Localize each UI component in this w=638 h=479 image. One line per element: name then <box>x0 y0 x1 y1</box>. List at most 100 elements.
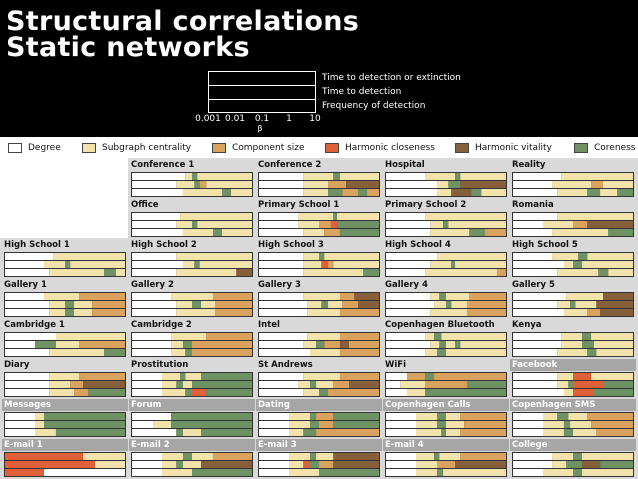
heatmap-cell <box>194 261 200 268</box>
network-title: Cambridge 2 <box>131 320 192 330</box>
network-panel: Gallery 3 <box>258 280 380 317</box>
heatmap-cell <box>578 253 588 260</box>
heatmap-cell <box>74 309 93 316</box>
heatmap-cell <box>342 301 359 308</box>
heatmap-cell <box>339 229 379 236</box>
heatmap-cell <box>44 293 80 300</box>
heatmap-cell <box>324 341 340 348</box>
network-title: Facebook <box>512 360 558 370</box>
network-title: Primary School 2 <box>385 200 467 210</box>
heatmap-cell <box>573 429 597 436</box>
heatmap-cell <box>386 381 401 388</box>
heatmap-cell <box>79 373 125 380</box>
heatmap-cell <box>416 469 437 476</box>
network-title: Office <box>131 200 159 210</box>
heatmap-cell <box>303 429 317 436</box>
network-heatmap <box>131 332 253 357</box>
heatmap-cell <box>171 293 213 300</box>
heatmap-cell <box>303 253 319 260</box>
legend-label: Harmonic vitality <box>475 142 552 153</box>
heatmap-cell <box>83 381 125 388</box>
heatmap-cell <box>573 373 592 380</box>
heatmap-cell <box>386 341 431 348</box>
network-heatmap <box>4 292 126 317</box>
network-heatmap <box>131 412 253 437</box>
heatmap-cell <box>328 389 379 396</box>
panel-title-background <box>129 399 255 411</box>
heatmap-cell <box>192 349 252 356</box>
heatmap-cell <box>386 221 431 228</box>
network-panel: Gallery 5 <box>512 280 634 317</box>
network-panel: Copenhagen Calls <box>383 399 509 437</box>
network-panel: Gallery 1 <box>4 280 126 317</box>
heatmap-cell <box>104 269 116 276</box>
heatmap-cell <box>598 269 609 276</box>
heatmap-cell <box>400 381 426 388</box>
network-title: High School 2 <box>131 240 197 250</box>
network-title: Gallery 2 <box>131 280 174 290</box>
heatmap-cell <box>600 461 633 468</box>
network-title: WiFi <box>385 360 407 370</box>
heatmap-cell <box>587 349 597 356</box>
heatmap-cell <box>460 453 506 460</box>
heatmap-cell <box>206 181 252 188</box>
heatmap-cell <box>176 301 192 308</box>
heatmap-cell <box>307 333 340 340</box>
heatmap-cell <box>451 189 472 196</box>
network-panel: Office <box>131 200 253 237</box>
network-heatmap <box>512 292 634 317</box>
heatmap-cell <box>176 381 183 388</box>
heatmap-cell <box>386 413 416 420</box>
heatmap-cell <box>5 261 45 268</box>
heatmap-cell <box>513 413 543 420</box>
heatmap-cell <box>416 453 435 460</box>
network-title: Forum <box>131 400 162 410</box>
heatmap-cell <box>561 173 633 180</box>
heatmap-cell <box>434 333 442 340</box>
heatmap-cell <box>65 301 75 308</box>
heatmap-cell <box>182 229 213 236</box>
heatmap-cell <box>289 461 304 468</box>
heatmap-cell <box>425 173 456 180</box>
network-heatmap <box>131 452 253 477</box>
heatmap-cell <box>185 373 202 380</box>
heatmap-cell <box>342 189 359 196</box>
heatmap-cell <box>451 301 467 308</box>
heatmap-cell <box>557 189 588 196</box>
heatmap-cell <box>303 341 317 348</box>
heatmap-cell <box>92 301 125 308</box>
heatmap-cell <box>513 421 543 428</box>
heatmap-cell <box>446 413 461 420</box>
heatmap-cell <box>496 269 506 276</box>
heatmap-cell <box>591 373 633 380</box>
network-panel: Hospital <box>385 160 507 197</box>
legend-label: Subgraph centrality <box>102 142 192 153</box>
panel-title-background <box>2 439 128 451</box>
heatmap-cell <box>575 301 597 308</box>
network-title: Copenhagen SMS <box>512 400 596 410</box>
heatmap-cell <box>215 309 252 316</box>
heatmap-cell <box>319 461 334 468</box>
heatmap-cell <box>35 429 56 436</box>
heatmap-cell <box>563 261 573 268</box>
heatmap-cell <box>316 413 334 420</box>
heatmap-cell <box>363 269 379 276</box>
heatmap-cell <box>430 221 444 228</box>
heatmap-cell <box>513 293 567 300</box>
network-title: Intel <box>258 320 280 330</box>
heatmap-cell <box>513 469 543 476</box>
heatmap-cell <box>557 381 569 388</box>
heatmap-cell <box>570 301 576 308</box>
heatmap-cell <box>44 469 125 476</box>
network-panel: High School 3 <box>258 240 380 277</box>
heatmap-cell <box>192 341 252 348</box>
heatmap-cell <box>309 381 317 388</box>
panel-title-background <box>2 399 128 411</box>
heatmap-cell <box>259 221 299 228</box>
heatmap-cell <box>132 421 153 428</box>
scale-tick-label: 0.01 <box>224 114 246 124</box>
network-heatmap <box>512 252 634 277</box>
legend-item-component-size: Component size <box>212 141 305 154</box>
heatmap-cell <box>587 189 601 196</box>
network-title: Gallery 1 <box>4 280 47 290</box>
